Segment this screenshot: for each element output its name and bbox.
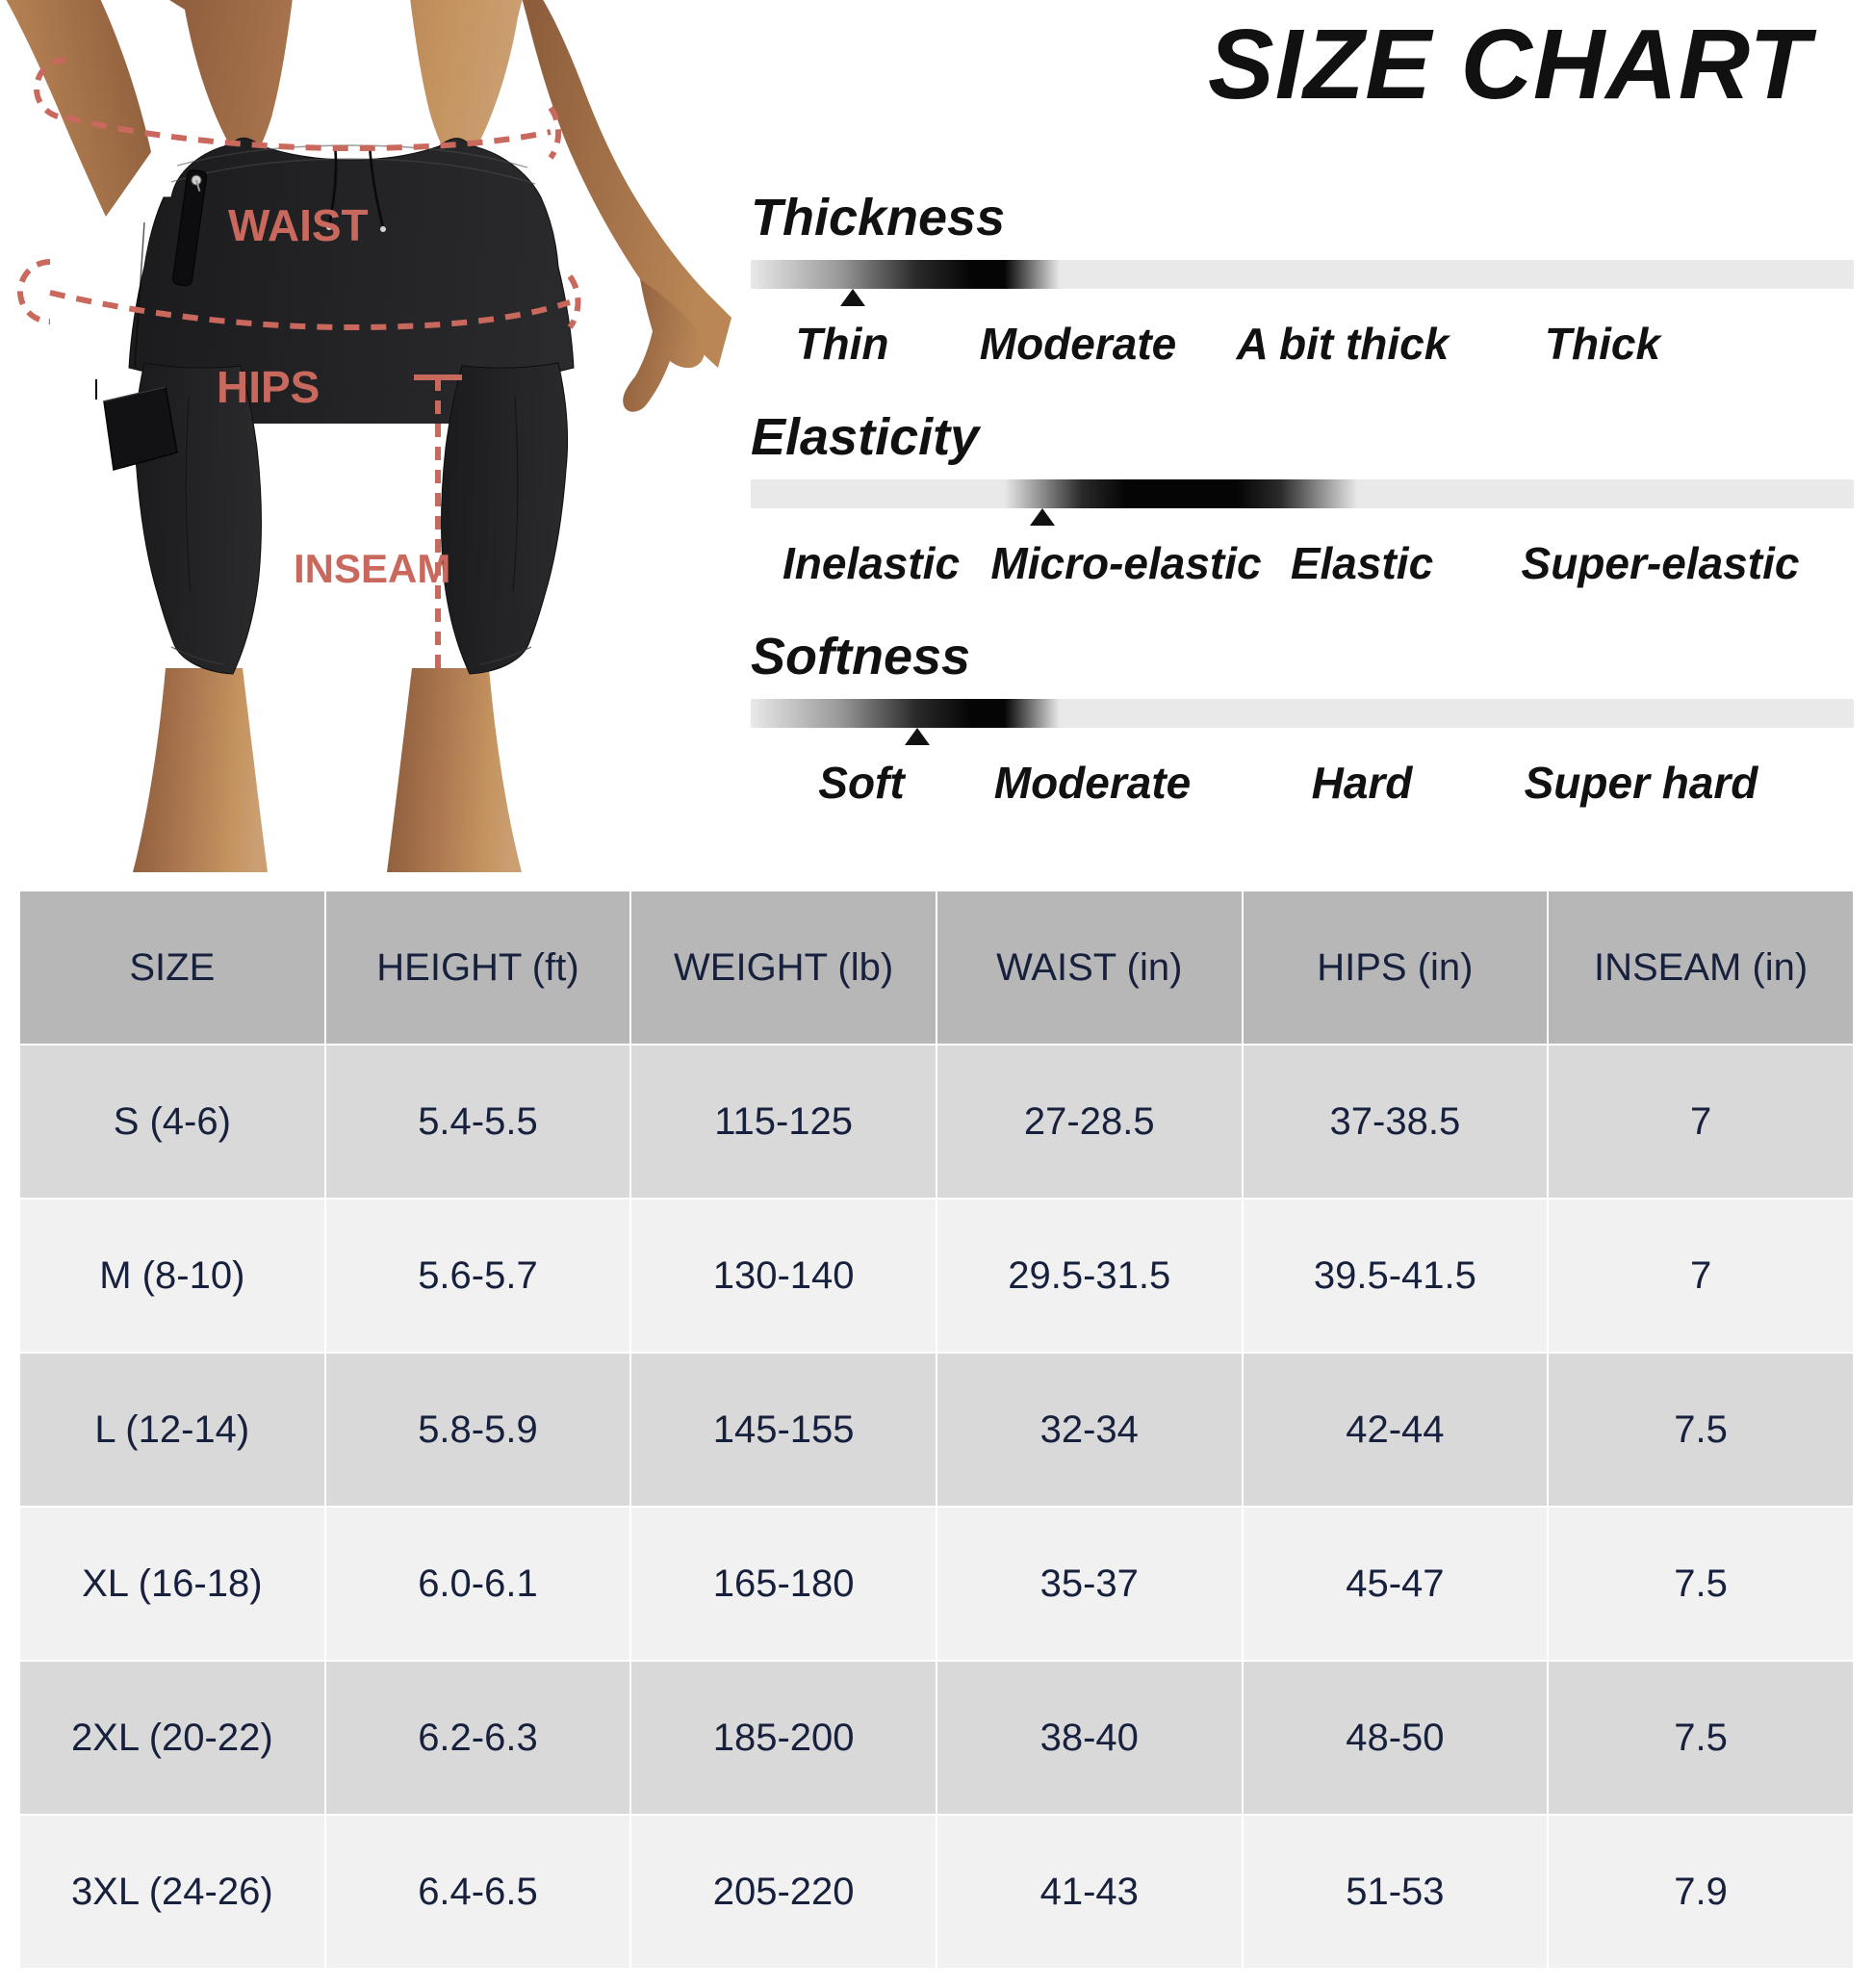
- svg-text:INSEAM: INSEAM: [294, 546, 450, 591]
- svg-text:HIPS: HIPS: [217, 362, 320, 412]
- svg-text:WAIST: WAIST: [228, 200, 369, 250]
